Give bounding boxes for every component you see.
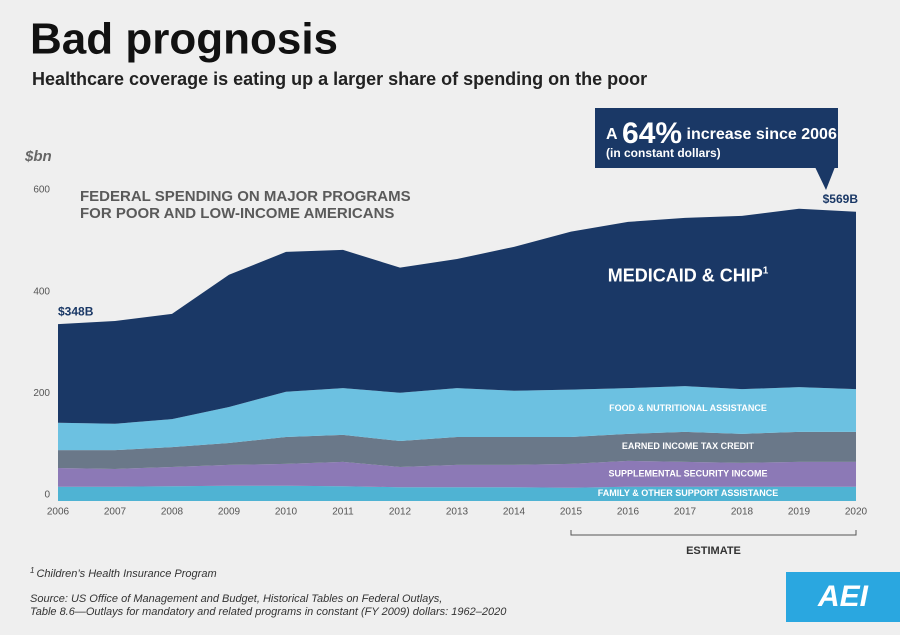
x-tick-label: 2007 <box>104 507 127 518</box>
footnote-text: Children’s Health Insurance Program <box>36 568 216 580</box>
y-tick-label: 400 <box>33 286 50 297</box>
series-label: SUPPLEMENTAL SECURITY INCOME <box>608 469 767 479</box>
footnote-mark: 1 <box>763 265 769 276</box>
series-name: SUPPLEMENTAL SECURITY INCOME <box>608 469 767 479</box>
callout-suffix: increase since 2006 <box>687 126 837 143</box>
area <box>58 431 856 469</box>
series-name: EARNED INCOME TAX CREDIT <box>622 441 755 451</box>
x-tick-label: 2019 <box>788 507 811 518</box>
chart-heading: FOR POOR AND LOW-INCOME AMERICANS <box>80 205 394 222</box>
x-tick-label: 2018 <box>731 507 754 518</box>
x-tick-label: 2017 <box>674 507 697 518</box>
chart-title: Bad prognosis <box>30 15 338 64</box>
y-tick-label: 200 <box>33 388 50 399</box>
callout-pointer <box>815 167 835 190</box>
y-tick-label: 0 <box>44 490 50 501</box>
x-tick-label: 2020 <box>845 507 868 518</box>
x-tick-label: 2006 <box>47 507 70 518</box>
callout: A 64% increase since 2006 (in constant d… <box>595 108 838 190</box>
series-name: MEDICAID & CHIP <box>608 265 763 285</box>
area <box>58 460 856 488</box>
x-tick-label: 2014 <box>503 507 526 518</box>
area <box>58 386 856 451</box>
callout-text: A 64% increase since 2006 <box>606 117 837 150</box>
x-tick-label: 2008 <box>161 507 184 518</box>
chart-heading: FEDERAL SPENDING ON MAJOR PROGRAMS <box>80 188 411 205</box>
x-tick-label: 2016 <box>617 507 640 518</box>
series-name: FOOD & NUTRITIONAL ASSISTANCE <box>609 403 767 413</box>
footnote: 1 Children’s Health Insurance Program <box>30 566 217 580</box>
footnote-mark: 1 <box>30 566 34 575</box>
logo-box <box>786 572 900 622</box>
series-name: FAMILY & OTHER SUPPORT ASSISTANCE <box>598 488 779 498</box>
logo: AEI <box>817 580 869 613</box>
source: Table 8.6—Outlays for mandatory and rela… <box>30 606 507 618</box>
x-tick-label: 2015 <box>560 507 583 518</box>
callout-box <box>595 108 838 168</box>
callout-note: (in constant dollars) <box>606 146 721 160</box>
x-tick-label: 2012 <box>389 507 412 518</box>
x-tick-label: 2009 <box>218 507 241 518</box>
source: Source: US Office of Management and Budg… <box>30 593 442 605</box>
x-tick-label: 2010 <box>275 507 298 518</box>
series-label: MEDICAID & CHIP1 <box>608 265 769 285</box>
estimate-label: ESTIMATE <box>686 545 741 557</box>
callout-prefix: A <box>606 126 618 143</box>
series-label: FAMILY & OTHER SUPPORT ASSISTANCE <box>598 488 779 498</box>
total-label: $348B <box>58 304 94 318</box>
series-label: EARNED INCOME TAX CREDIT <box>622 441 755 451</box>
chart-subtitle: Healthcare coverage is eating up a large… <box>32 69 647 89</box>
callout-highlight: 64% <box>622 117 682 150</box>
x-tick-label: 2011 <box>332 507 354 518</box>
area <box>58 485 856 501</box>
x-tick-label: 2013 <box>446 507 469 518</box>
estimate-bracket <box>570 530 857 536</box>
area <box>58 208 856 424</box>
series-label: FOOD & NUTRITIONAL ASSISTANCE <box>609 403 767 413</box>
y-unit: $bn <box>24 148 52 165</box>
total-label: $569B <box>823 192 859 206</box>
y-tick-label: 600 <box>33 185 50 196</box>
